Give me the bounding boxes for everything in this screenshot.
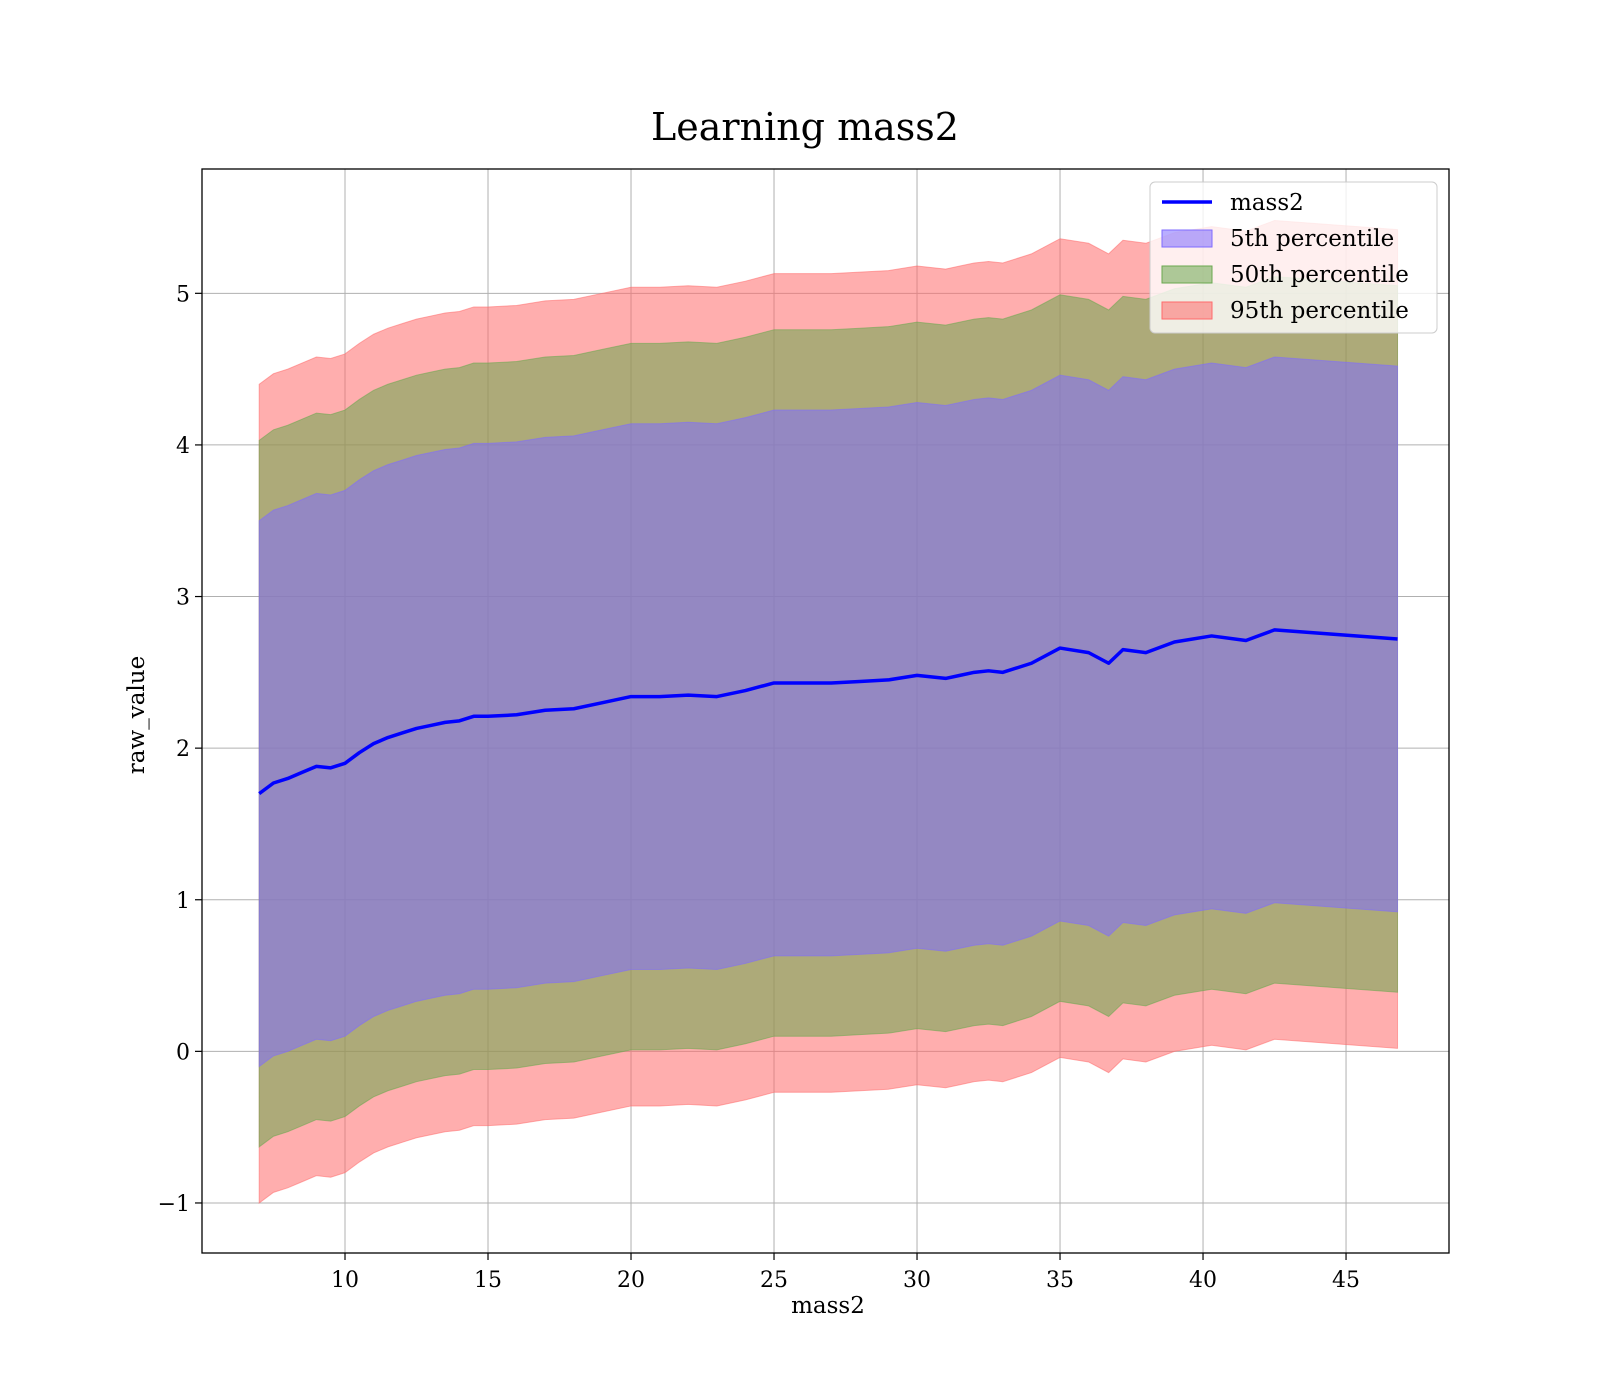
y-axis-label: raw_value — [124, 656, 150, 774]
legend-label: 5th percentile — [1230, 226, 1394, 252]
band-5th-percentile — [258, 356, 1399, 1068]
series-line-mass2 — [258, 628, 1398, 796]
legend-label: mass2 — [1230, 190, 1304, 216]
y-tick-label: 4 — [176, 434, 190, 459]
legend-swatch-band — [1161, 301, 1213, 320]
legend-box — [1149, 181, 1438, 334]
x-tick-label: 40 — [1189, 1268, 1217, 1293]
legend-swatch-band — [1161, 265, 1213, 284]
x-tick-label: 15 — [474, 1268, 502, 1293]
x-tick-label: 20 — [617, 1268, 645, 1293]
y-tick-label: 5 — [176, 282, 190, 307]
legend-swatch-band — [1161, 229, 1213, 248]
legend-label: 50th percentile — [1230, 262, 1409, 288]
series-lines — [258, 628, 1398, 796]
x-tick-label: 25 — [760, 1268, 788, 1293]
percentile-bands — [258, 220, 1399, 1204]
y-tick-label: −1 — [158, 1192, 190, 1217]
x-tick-label: 10 — [331, 1268, 359, 1293]
y-tick-label: 2 — [176, 737, 190, 762]
x-axis-label: mass2 — [791, 1293, 865, 1319]
legend-label: 95th percentile — [1230, 298, 1409, 324]
x-tick-label: 45 — [1332, 1268, 1360, 1293]
y-tick-label: 0 — [176, 1040, 190, 1065]
x-tick-label: 30 — [903, 1268, 931, 1293]
plot-frame — [201, 168, 1450, 1254]
chart-title: Learning mass2 — [651, 105, 959, 149]
legend: mass2 5th percentile 50th percentile 95th p… — [1149, 181, 1438, 334]
x-tick-label: 35 — [1046, 1268, 1074, 1293]
y-tick-label: 3 — [176, 586, 190, 611]
y-tick-label: 1 — [176, 889, 190, 914]
